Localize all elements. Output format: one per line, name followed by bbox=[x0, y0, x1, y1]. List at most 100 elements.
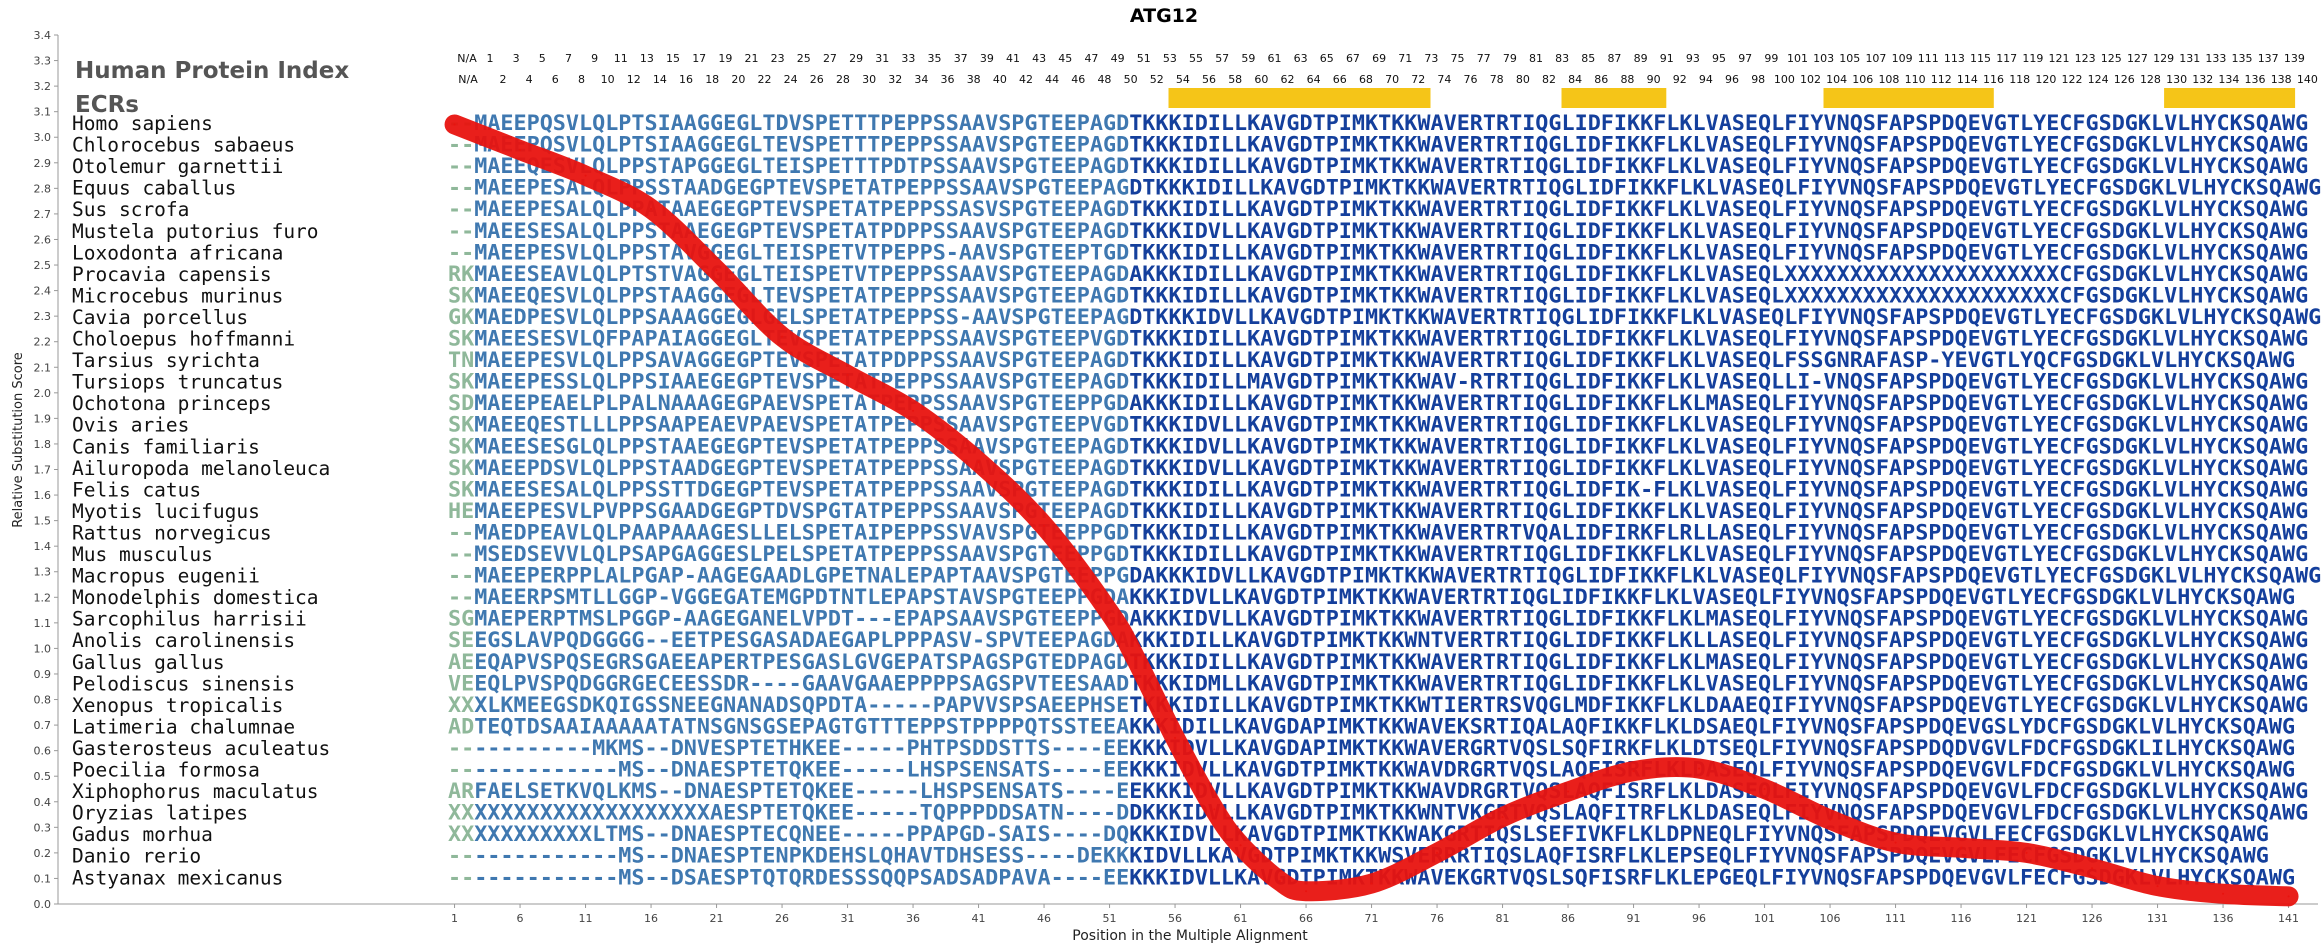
y-tick-label: 1.0 bbox=[34, 642, 52, 655]
sequence-row: XXXXXXXXXXXXXXXXXXXXAESPTETQKEE-----TQPP… bbox=[448, 801, 2308, 825]
human-index-odd-label: 139 bbox=[2284, 52, 2305, 65]
human-index-odd-label: 103 bbox=[1813, 52, 1834, 65]
human-index-even-label: 122 bbox=[2062, 73, 2083, 86]
curve-point bbox=[912, 409, 915, 412]
sequence-segment: MAEPERPTMSLPGGP-AAGEGANELVPDT---EPAPSAAV… bbox=[474, 607, 1129, 631]
species-label: Pelodiscus sinensis bbox=[72, 672, 295, 695]
sequence-row: ADTEQTDSAAIAAAAATATNSGNSGSEPAGTGTTTEPPST… bbox=[448, 714, 2295, 738]
human-index-even-label: 40 bbox=[993, 73, 1007, 86]
human-index-even-label: 110 bbox=[1905, 73, 1926, 86]
sequence-segment: TKKKIDILLKAVGDTPIMKTKKWAVERTRTIQGLIDFIKK… bbox=[1129, 327, 2308, 351]
y-tick-label: 3.0 bbox=[34, 131, 52, 144]
y-tick-label: 0.4 bbox=[34, 796, 52, 809]
y-tick-label: 2.6 bbox=[34, 233, 52, 246]
sequence-row: --MAEDPEAVLQLPAAPAAAGESLLELSPETAIPEPPSSV… bbox=[448, 520, 2308, 544]
human-index-odd-label: 49 bbox=[1111, 52, 1125, 65]
curve-point bbox=[1134, 657, 1137, 660]
sequence-segment: TKKKIDILLKAVGDTPIMKTKKWAVERTRTIQGLIDFIKK… bbox=[1129, 348, 2295, 372]
species-label: Loxodonta africana bbox=[72, 241, 283, 264]
human-index-odd-label: 37 bbox=[954, 52, 968, 65]
sequence-segment: AE bbox=[448, 650, 474, 674]
sequence-row: --MAEEPQSVLQLPTSIAAGGEGLTDVSPETTTPEPPSSA… bbox=[448, 111, 2308, 135]
sequence-segment: -- bbox=[448, 542, 474, 566]
species-label: Xenopus tropicalis bbox=[72, 694, 283, 717]
curve-point bbox=[1763, 787, 1766, 790]
y-tick-label: 0.1 bbox=[34, 872, 52, 885]
y-tick-label: 0.7 bbox=[34, 719, 52, 732]
human-index-odd-label: 81 bbox=[1529, 52, 1543, 65]
human-index-even-label: 86 bbox=[1594, 73, 1608, 86]
human-index-odd-label: 111 bbox=[1918, 52, 1939, 65]
human-index-odd-label: 27 bbox=[823, 52, 837, 65]
human-index-even-label: 116 bbox=[1983, 73, 2004, 86]
human-protein-index-label: Human Protein Index bbox=[75, 58, 349, 84]
y-tick-label: 0.3 bbox=[34, 821, 52, 834]
species-label: Choloepus hoffmanni bbox=[72, 328, 295, 351]
sequence-segment: KKKIDVLLKAVGDTPIMKTKKWAVERTRTIQGLIDFIKKF… bbox=[1129, 585, 2295, 609]
sequence-row: SKMAEESESALQLPPSSTTDGEGPTEVSPETATPEPPSSA… bbox=[448, 477, 2308, 501]
curve-point bbox=[977, 460, 980, 463]
sequence-segment: MAEEQESVLQLPPSTAAGGEGLTEVSPETATPEPPSSAAV… bbox=[474, 283, 1129, 307]
human-index-even-label: 108 bbox=[1878, 73, 1899, 86]
sequence-segment: MAEERPSMTLLGGP-VGGEGATEMGPDTNTLEPAPSTAVS… bbox=[474, 585, 1129, 609]
species-label: Macropus eugenii bbox=[72, 565, 260, 588]
sequence-segment: EQAPVSPQSEGRSGAEEAPERTPESGASLGVGEPATSPAG… bbox=[474, 650, 1129, 674]
curve-point bbox=[1698, 767, 1701, 770]
human-index-odd-label: 123 bbox=[2075, 52, 2096, 65]
human-index-odd-label: 11 bbox=[614, 52, 628, 65]
sequence-row: XXXXXXXXXXXLTMS--DNAESPTECQNEE-----PPAPG… bbox=[448, 822, 2269, 846]
human-index-even-label: 82 bbox=[1542, 73, 1556, 86]
sequence-segment: KKKIDILLKAVGDAPIMKTKKWAVEKSRTIQALAQFIKKF… bbox=[1129, 714, 2295, 738]
sequence-segment: -----------MS--DNAESPTENPKDEHSLQHAVTDHSE… bbox=[474, 844, 1129, 868]
curve-point bbox=[781, 335, 784, 338]
curve-point bbox=[1894, 841, 1897, 844]
sequence-row: XXXLKMEEGSDKQIGSSNEEGNANADSQPDTA-----PAP… bbox=[448, 693, 2308, 717]
human-index-even-label: 48 bbox=[1097, 73, 1111, 86]
sequence-segment: SK bbox=[448, 456, 475, 480]
human-index-odd-label: 119 bbox=[2022, 52, 2043, 65]
human-index-odd-label: 91 bbox=[1660, 52, 1674, 65]
sequence-segment: TKKKIDILLKAVGDTPIMKTKKWAVERTRTIQGLIDFIK-… bbox=[1129, 477, 2308, 501]
human-index-odd-label: 39 bbox=[980, 52, 994, 65]
sequence-row: SKMAEEQESVLQLPPSTAAGGEGLTEVSPETATPEPPSSA… bbox=[448, 283, 2308, 307]
species-label: Gasterosteus aculeatus bbox=[72, 737, 330, 760]
y-tick-label: 2.1 bbox=[34, 361, 52, 374]
human-index-odd-label: 85 bbox=[1581, 52, 1595, 65]
curve-point bbox=[650, 207, 653, 210]
species-label: Latimeria chalumnae bbox=[72, 715, 295, 738]
sequence-segment: TKKKIDVLLKAVGDTPIMKTKKWAVERTRTIQGLIDFIKK… bbox=[1129, 219, 2308, 243]
species-label: Mustela putorius furo bbox=[72, 220, 319, 243]
x-tick-label: 26 bbox=[775, 912, 789, 925]
human-index-even-label: 98 bbox=[1751, 73, 1765, 86]
curve-point bbox=[519, 149, 522, 152]
sequence-row: --MAEEPESALQLPPSSTAADGEGPTEVSPETATPEPPSS… bbox=[448, 176, 2321, 200]
sequence-segment: TKKKIDILLKAVGDTPIMKTKKWAVERTRTIQGLIDFIKK… bbox=[1129, 240, 2308, 264]
sequence-segment: MAEEPESSLQLPPSIAAEGEGPTEVSPETATPEPPSSAAV… bbox=[474, 370, 1129, 394]
y-tick-label: 1.4 bbox=[34, 540, 52, 553]
curve-point bbox=[1567, 790, 1570, 793]
sequence-segment: SK bbox=[448, 434, 475, 458]
y-tick-label: 2.2 bbox=[34, 336, 52, 349]
human-index-even-label: 68 bbox=[1359, 73, 1373, 86]
curve-point bbox=[2091, 867, 2094, 870]
human-index-even-label: 52 bbox=[1150, 73, 1164, 86]
human-index-odd-label: 125 bbox=[2101, 52, 2122, 65]
curve-point bbox=[1829, 818, 1832, 821]
sequence-segment: ---------MKMS--DNVESPTETHKEE-----PHTPSDD… bbox=[474, 736, 1129, 760]
x-tick-label: 86 bbox=[1561, 912, 1575, 925]
species-label: Sarcophilus harrisii bbox=[72, 608, 307, 631]
sequence-segment: -- bbox=[448, 564, 474, 588]
curve-point bbox=[1960, 846, 1963, 849]
y-tick-label: 1.6 bbox=[34, 489, 52, 502]
x-tick-label: 141 bbox=[2278, 912, 2299, 925]
human-index-even-label: 58 bbox=[1228, 73, 1242, 86]
curve-point bbox=[1370, 882, 1373, 885]
sequence-segment: GK bbox=[448, 305, 475, 329]
x-tick-label: 11 bbox=[579, 912, 593, 925]
curve-point bbox=[584, 174, 587, 177]
human-index-even-label: 72 bbox=[1411, 73, 1425, 86]
x-tick-label: 131 bbox=[2147, 912, 2168, 925]
species-label: Danio rerio bbox=[72, 845, 201, 868]
species-label: Tursiops truncatus bbox=[72, 371, 283, 394]
human-index-even-label: 112 bbox=[1931, 73, 1952, 86]
